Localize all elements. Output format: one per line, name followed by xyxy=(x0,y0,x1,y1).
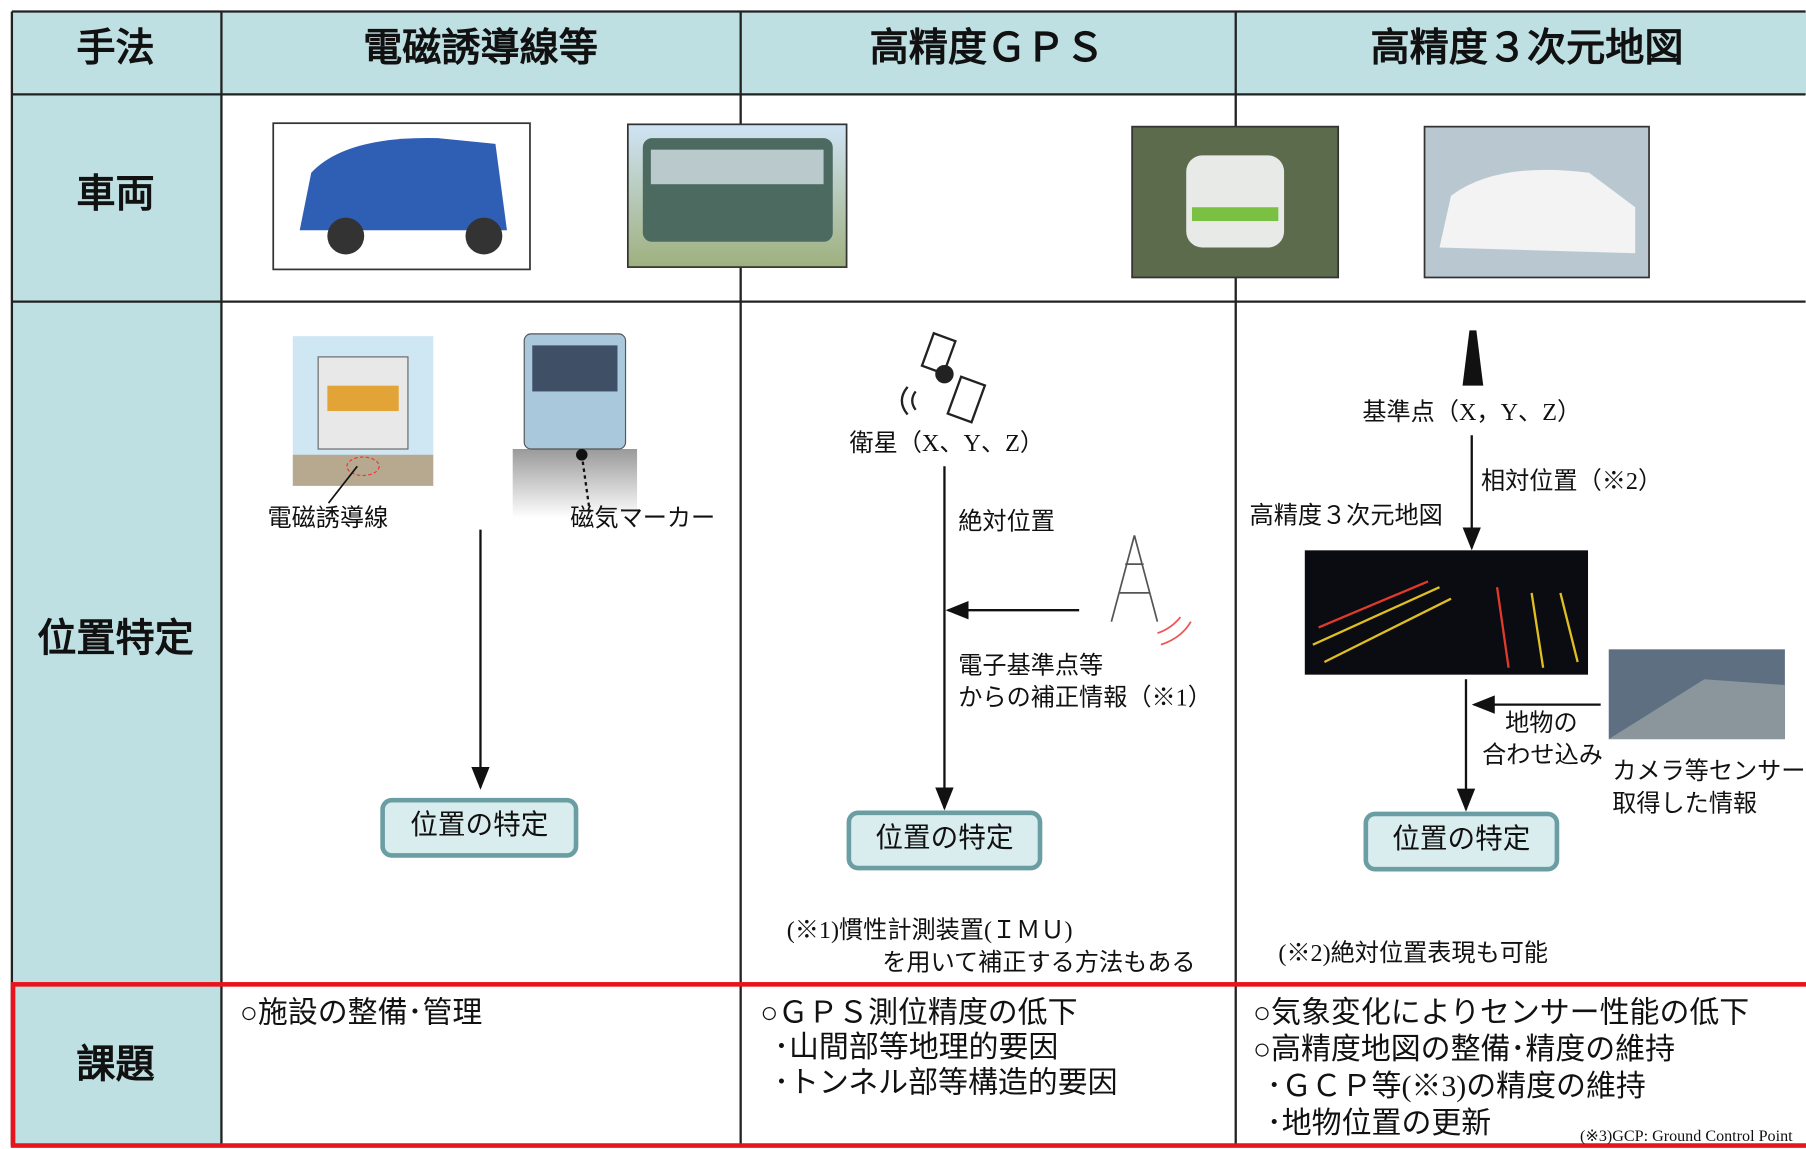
footnote: (※3)GCP: Ground Control Point xyxy=(1580,1128,1793,1145)
diagram-label: 電磁誘導線 xyxy=(267,505,388,532)
row-label: 車両 xyxy=(76,173,154,216)
row-label: 課題 xyxy=(76,1043,154,1086)
issue: ○高精度地図の整備･精度の維持 xyxy=(1253,1033,1675,1066)
result-text: 位置の特定 xyxy=(875,822,1013,853)
diagram-label: 電子基準点等 xyxy=(958,652,1103,679)
issue-detail: ･トンネル部等構造的要因 xyxy=(774,1067,1118,1100)
issue-highlight xyxy=(10,982,1806,1148)
column-heading: 高精度ＧＰＳ xyxy=(870,27,1105,70)
issue: ○気象変化によりセンサー性能の低下 xyxy=(1253,996,1749,1029)
note: (※2)絶対位置表現も可能 xyxy=(1278,940,1548,967)
method-label: 手法 xyxy=(76,27,154,70)
issue-detail: ･山間部等地理的要因 xyxy=(774,1031,1058,1064)
result-text: 位置の特定 xyxy=(410,809,548,840)
diagram-label: 絶対位置 xyxy=(958,508,1055,535)
diagram-label: 磁気マーカー xyxy=(570,505,715,532)
diagram-label: からの補正情報（※1） xyxy=(958,685,1212,712)
issue-detail: ･ＧＣＰ等(※3)の精度の維持 xyxy=(1267,1070,1646,1103)
header-bg xyxy=(11,11,1806,95)
row-label: 位置特定 xyxy=(37,617,194,660)
issue: ○ＧＰＳ測位精度の低下 xyxy=(760,996,1077,1029)
diagram-label: 地物の xyxy=(1505,710,1577,737)
diagram-label: 基準点（X，Y、Z） xyxy=(1362,399,1581,426)
col1-illustrations xyxy=(292,333,638,519)
issue-detail: ･地物位置の更新 xyxy=(1267,1107,1491,1140)
issue: ○施設の整備･管理 xyxy=(240,996,483,1029)
diagram-label: 衛星（X、Y、Z） xyxy=(849,430,1044,457)
result-box xyxy=(1363,811,1560,872)
column-heading: 高精度３次元地図 xyxy=(1371,27,1684,70)
label-col-bg xyxy=(11,94,222,1146)
note: (※1)慣性計測装置(ＩＭＵ) xyxy=(787,917,1073,944)
result-box xyxy=(846,810,1043,871)
reference-point-icon xyxy=(1462,330,1484,386)
map-images xyxy=(1304,550,1785,740)
vehicle-photos xyxy=(272,122,1650,279)
tower-icon xyxy=(1110,535,1192,646)
diagram-label: 合わせ込み xyxy=(1482,742,1603,769)
satellite-icon xyxy=(900,331,987,424)
result-box xyxy=(380,797,579,858)
diagram-label: 相対位置（※2） xyxy=(1481,468,1662,495)
result-text: 位置の特定 xyxy=(1392,823,1530,854)
note: を用いて補正する方法もある xyxy=(882,949,1195,976)
diagram-label: 高精度３次元地図 xyxy=(1250,503,1443,530)
column-heading: 電磁誘導線等 xyxy=(363,27,598,70)
diagram-label: 取得した情報 xyxy=(1612,790,1757,817)
diagram-label: カメラ等センサーで xyxy=(1612,758,1806,785)
